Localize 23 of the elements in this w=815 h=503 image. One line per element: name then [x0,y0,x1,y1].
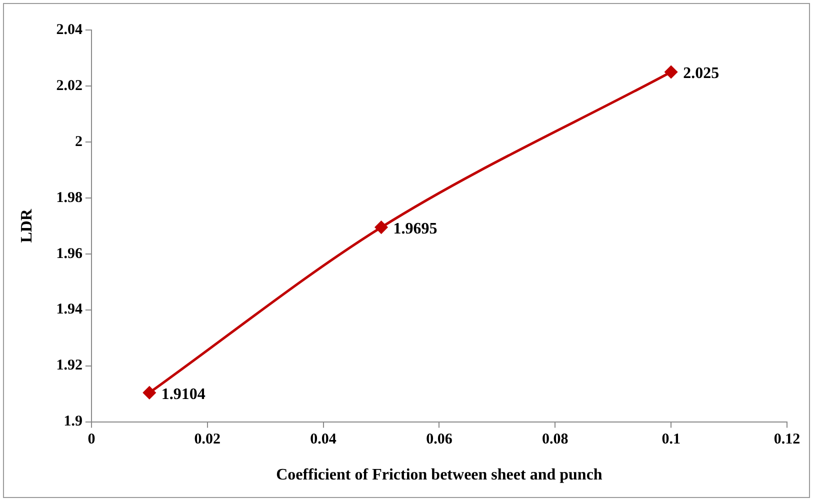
x-tick-label: 0.04 [310,432,337,448]
y-tick-label: 2.04 [56,22,83,38]
x-tick-label: 0.08 [542,432,568,448]
y-tick-label: 1.94 [56,302,83,318]
y-tick-label: 2.02 [56,78,82,94]
x-tick-label: 0.06 [426,432,453,448]
point [664,66,678,78]
x-axis-title: Coefficient of Friction between sheet and punch [276,466,602,484]
x-tick-label: 0.1 [662,432,680,448]
data-label: 1.9695 [393,220,438,238]
data-label: 1.9104 [161,386,206,403]
y-tick-label: 1.96 [56,246,83,262]
data-label: 2.025 [683,65,720,82]
y-tick-label: 1.92 [56,358,82,374]
x-tick-label: 0.02 [194,432,220,448]
y-tick-label: 2 [74,134,82,150]
y-tick-label: 1.98 [56,190,82,206]
x-tick-label: 0.12 [774,432,800,448]
point [143,386,156,399]
y-tick-label: 1.9 [64,414,82,430]
x-tick-label: 0 [88,432,96,448]
point [375,221,388,234]
y-axis-title: LDR [18,208,36,243]
